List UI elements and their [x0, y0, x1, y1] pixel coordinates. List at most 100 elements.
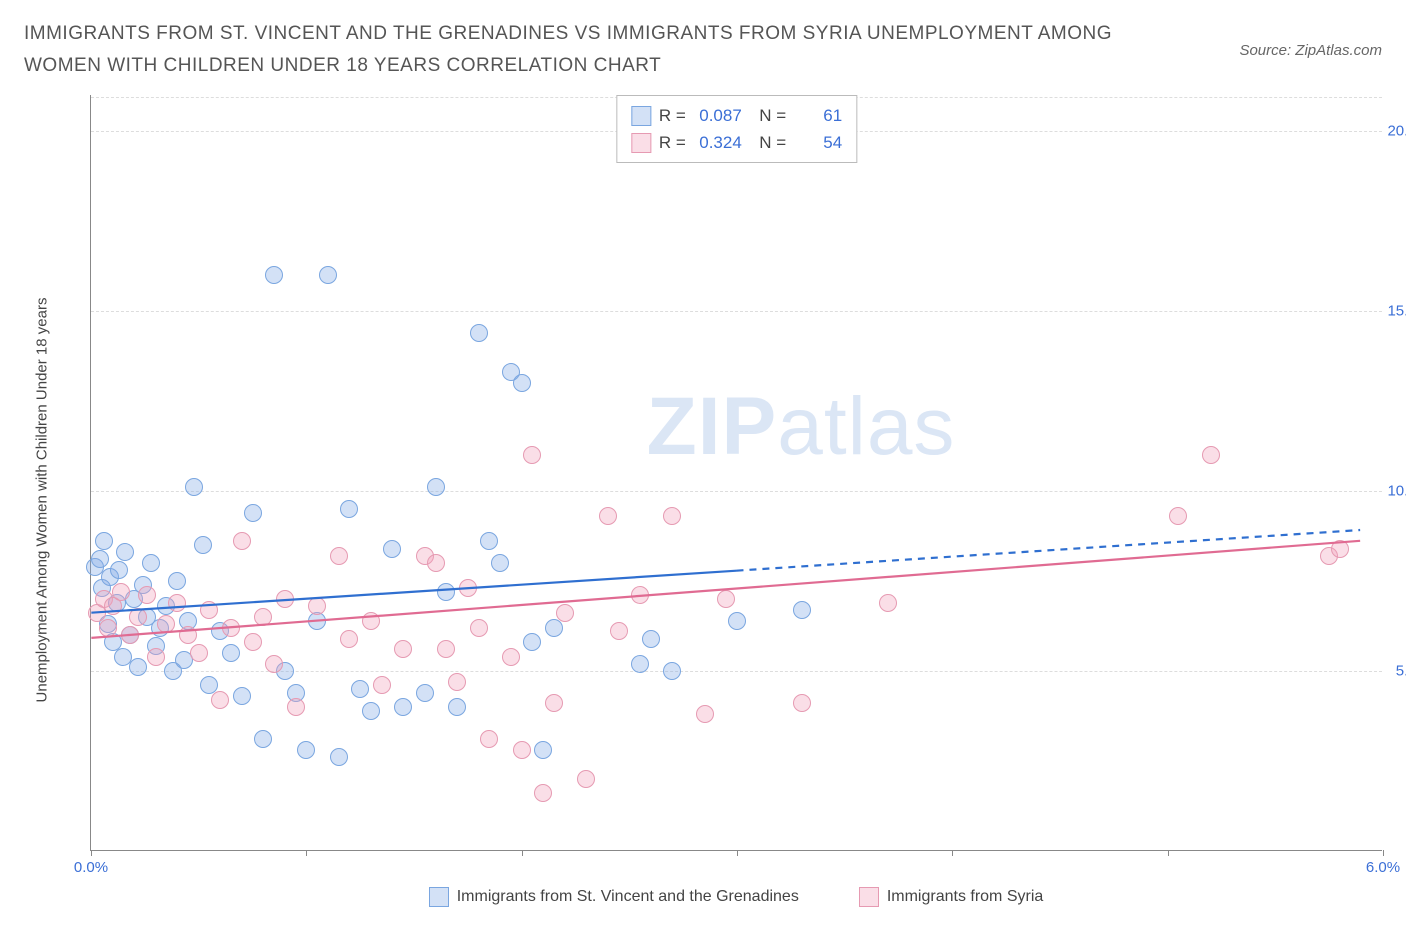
x-tick-mark [91, 850, 92, 856]
data-point [110, 561, 128, 579]
data-point [233, 532, 251, 550]
data-point [599, 507, 617, 525]
data-point [427, 554, 445, 572]
n-label: N = [750, 102, 786, 129]
data-point [222, 644, 240, 662]
data-point [879, 594, 897, 612]
data-point [394, 698, 412, 716]
data-point [129, 608, 147, 626]
correlation-legend: R =0.087 N =61R =0.324 N =54 [616, 95, 857, 163]
data-point [330, 547, 348, 565]
data-point [480, 730, 498, 748]
y-tick-label: 10.0% [1386, 483, 1406, 500]
data-point [556, 604, 574, 622]
y-tick-label: 15.0% [1386, 303, 1406, 320]
data-point [244, 504, 262, 522]
data-point [642, 630, 660, 648]
data-point [362, 612, 380, 630]
data-point [190, 644, 208, 662]
data-point [116, 543, 134, 561]
data-point [211, 691, 229, 709]
x-tick-mark [522, 850, 523, 856]
data-point [459, 579, 477, 597]
data-point [112, 583, 130, 601]
data-point [340, 500, 358, 518]
data-point [142, 554, 160, 572]
chart-title: IMMIGRANTS FROM ST. VINCENT AND THE GREN… [24, 18, 1124, 83]
data-point [179, 626, 197, 644]
data-point [470, 324, 488, 342]
data-point [129, 658, 147, 676]
data-point [254, 730, 272, 748]
data-point [254, 608, 272, 626]
data-point [147, 648, 165, 666]
data-point [631, 655, 649, 673]
x-tick-mark [952, 850, 953, 856]
data-point [448, 673, 466, 691]
data-point [233, 687, 251, 705]
data-point [448, 698, 466, 716]
data-point [138, 586, 156, 604]
data-point [91, 550, 109, 568]
data-point [1169, 507, 1187, 525]
data-point [696, 705, 714, 723]
legend-row: R =0.324 N =54 [631, 129, 842, 156]
data-point [728, 612, 746, 630]
x-tick-mark [306, 850, 307, 856]
data-point [373, 676, 391, 694]
data-point [470, 619, 488, 637]
n-value: 54 [794, 129, 842, 156]
data-point [545, 694, 563, 712]
r-value: 0.087 [694, 102, 742, 129]
data-point [168, 572, 186, 590]
data-point [416, 684, 434, 702]
data-point [265, 655, 283, 673]
legend-item: Immigrants from Syria [859, 887, 1043, 907]
data-point [95, 532, 113, 550]
x-tick-label: 0.0% [74, 859, 108, 876]
data-point [631, 586, 649, 604]
data-point [793, 694, 811, 712]
legend-label: Immigrants from St. Vincent and the Gren… [457, 888, 799, 906]
data-point [534, 784, 552, 802]
data-point [99, 619, 117, 637]
data-point [437, 640, 455, 658]
data-point [194, 536, 212, 554]
data-point [168, 594, 186, 612]
r-value: 0.324 [694, 129, 742, 156]
data-point [394, 640, 412, 658]
r-label: R = [659, 129, 686, 156]
data-point [663, 662, 681, 680]
data-point [513, 374, 531, 392]
data-point [480, 532, 498, 550]
data-point [437, 583, 455, 601]
data-point [1331, 540, 1349, 558]
y-axis-label: Unemployment Among Women with Children U… [34, 298, 51, 703]
chart-header: IMMIGRANTS FROM ST. VINCENT AND THE GREN… [0, 0, 1406, 91]
data-point [308, 597, 326, 615]
y-tick-label: 5.0% [1386, 663, 1406, 680]
data-point [351, 680, 369, 698]
legend-item: Immigrants from St. Vincent and the Gren… [429, 887, 799, 907]
data-point [362, 702, 380, 720]
x-tick-mark [737, 850, 738, 856]
x-tick-mark [1383, 850, 1384, 856]
data-point [577, 770, 595, 788]
data-point [340, 630, 358, 648]
data-point [330, 748, 348, 766]
legend-swatch [859, 887, 879, 907]
data-point [1202, 446, 1220, 464]
y-tick-label: 20.0% [1386, 123, 1406, 140]
data-point [717, 590, 735, 608]
legend-row: R =0.087 N =61 [631, 102, 842, 129]
r-label: R = [659, 102, 686, 129]
data-point [534, 741, 552, 759]
data-point [222, 619, 240, 637]
legend-swatch [631, 106, 651, 126]
legend-swatch [631, 133, 651, 153]
source-label: Source: ZipAtlas.com [1239, 42, 1382, 59]
data-point [491, 554, 509, 572]
data-point [502, 648, 520, 666]
data-point [297, 741, 315, 759]
data-point [244, 633, 262, 651]
